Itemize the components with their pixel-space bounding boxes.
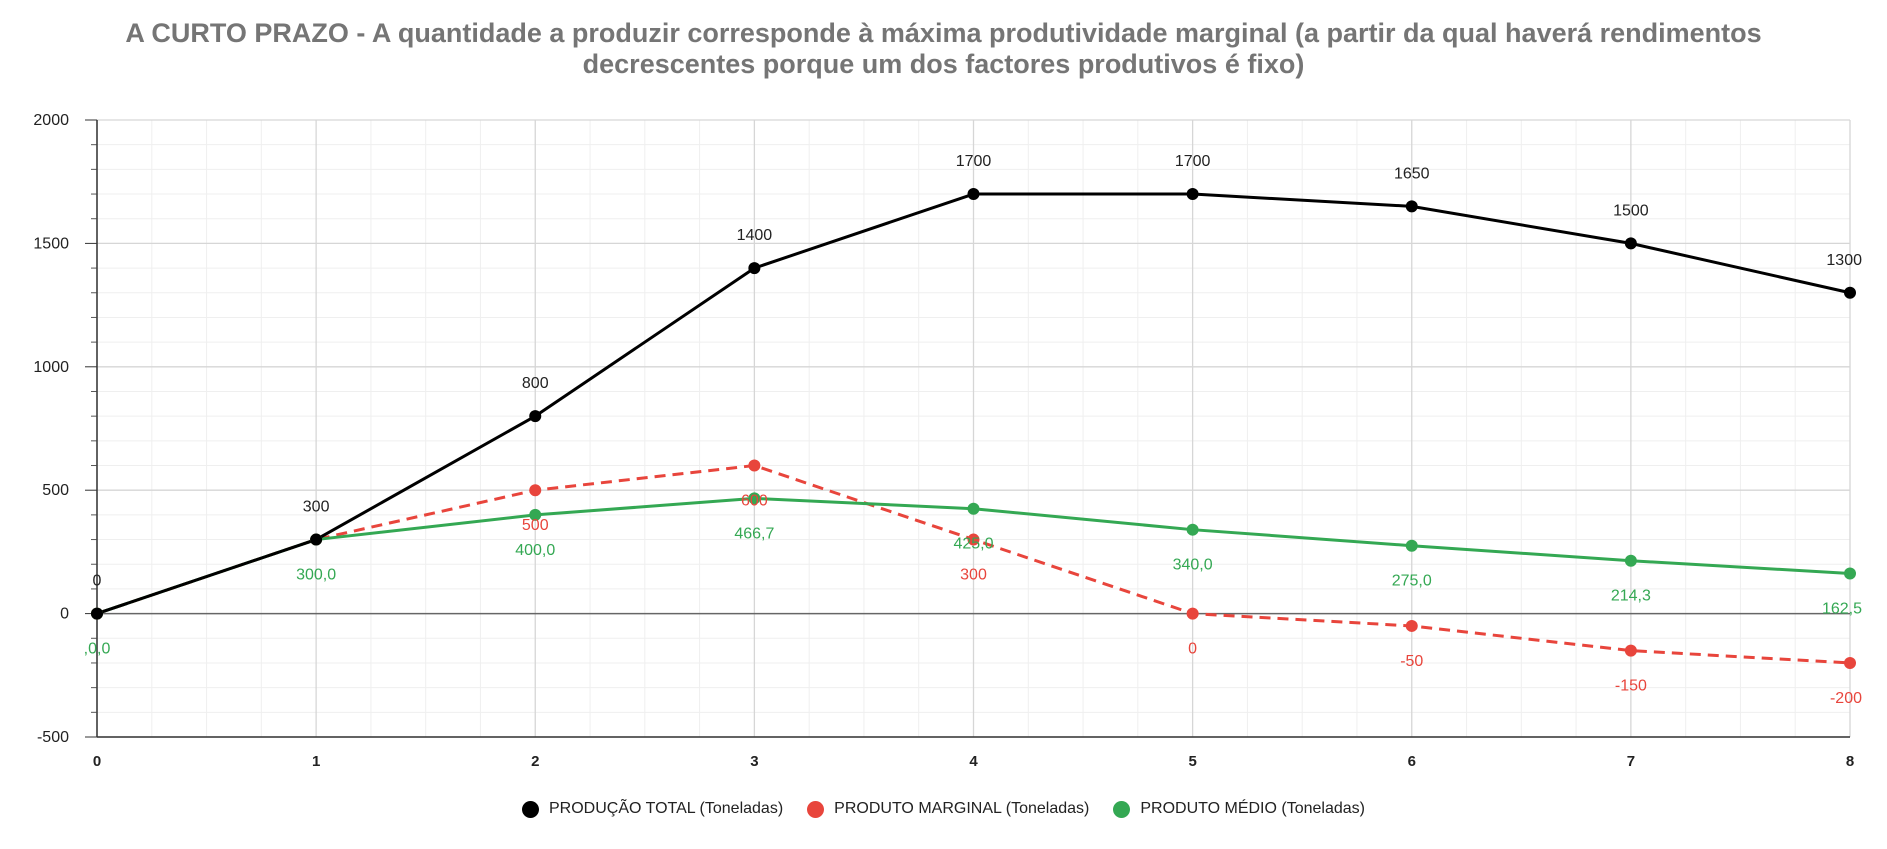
- data-label: 1500: [1613, 202, 1649, 219]
- data-label: 800: [522, 375, 549, 392]
- data-label: 500: [522, 517, 549, 534]
- legend-item-producao-total[interactable]: PRODUÇÃO TOTAL (Toneladas): [522, 800, 783, 818]
- data-label: 400,0: [515, 542, 555, 559]
- data-label: 275,0: [1392, 573, 1432, 590]
- data-label: 1700: [956, 153, 992, 170]
- x-tick-label: 3: [750, 753, 758, 770]
- y-tick-label: 1000: [33, 359, 69, 376]
- data-point: [310, 533, 323, 546]
- data-point: [748, 459, 761, 472]
- x-tick-label: 2: [531, 753, 539, 770]
- data-label: -150: [1615, 678, 1647, 695]
- data-point: [1624, 644, 1637, 657]
- data-point: [967, 533, 980, 546]
- y-tick-label: 1500: [33, 235, 69, 252]
- x-tick-label: 5: [1188, 753, 1196, 770]
- data-label: 425,0: [953, 536, 993, 553]
- data-point: [748, 262, 761, 275]
- chart-title-line-2: decrescentes porque um dos factores prod…: [582, 49, 1305, 79]
- data-point: [1624, 554, 1637, 567]
- data-point: [967, 188, 980, 201]
- data-label: 1300: [1826, 252, 1862, 269]
- x-tick-label: 8: [1846, 753, 1854, 770]
- legend-label: PRODUTO MÉDIO (Toneladas): [1140, 800, 1365, 817]
- y-tick-label: 500: [42, 482, 69, 499]
- data-point: [1624, 237, 1637, 250]
- x-tick-label: 7: [1627, 753, 1635, 770]
- y-tick-label: -500: [37, 729, 69, 746]
- data-label: 1650: [1394, 165, 1430, 182]
- data-label: ,0,0: [84, 641, 111, 658]
- data-point: [748, 492, 761, 505]
- x-tick-label: 6: [1408, 753, 1416, 770]
- legend-marker-red-icon: [807, 800, 825, 818]
- data-label: 300: [303, 499, 330, 516]
- data-label: -200: [1830, 690, 1862, 707]
- chart-title-line-1: A CURTO PRAZO - A quantidade a produzir …: [125, 18, 1762, 48]
- x-tick-label: 4: [969, 753, 978, 770]
- legend-marker-black-icon: [522, 800, 539, 818]
- data-label: 0: [93, 573, 102, 590]
- data-point: [1844, 286, 1856, 299]
- data-point: [1405, 200, 1418, 213]
- x-tick-label: 0: [93, 753, 101, 770]
- data-label: -50: [1400, 653, 1423, 670]
- data-label: 300,0: [296, 567, 336, 584]
- data-point: [1186, 523, 1199, 536]
- legend: PRODUÇÃO TOTAL (Toneladas) PRODUTO MARGI…: [0, 800, 1887, 818]
- data-point: [1844, 567, 1856, 580]
- data-label: 340,0: [1173, 557, 1213, 574]
- legend-label: PRODUTO MARGINAL (Toneladas): [834, 800, 1090, 817]
- data-label: 600: [741, 493, 768, 510]
- data-label: 0: [1188, 641, 1197, 658]
- data-point: [529, 508, 542, 521]
- legend-label: PRODUÇÃO TOTAL (Toneladas): [549, 800, 784, 817]
- legend-marker-green-icon: [1113, 800, 1131, 818]
- chart-title: A CURTO PRAZO - A quantidade a produzir …: [0, 18, 1887, 80]
- y-tick-label: 0: [60, 606, 69, 623]
- data-point: [1186, 607, 1199, 620]
- data-point: [529, 484, 542, 497]
- data-label: 1700: [1175, 153, 1211, 170]
- data-point: [91, 607, 103, 620]
- data-label: 466,7: [734, 525, 774, 542]
- data-label: 162,5: [1822, 600, 1862, 617]
- data-point: [1405, 619, 1418, 632]
- data-label: 300: [960, 567, 987, 584]
- data-point: [1405, 539, 1418, 552]
- data-point: [529, 410, 542, 423]
- data-point: [1844, 656, 1856, 669]
- legend-item-produto-medio[interactable]: PRODUTO MÉDIO (Toneladas): [1113, 800, 1365, 818]
- y-tick-label: 2000: [33, 112, 69, 129]
- data-point: [967, 502, 980, 515]
- data-label: 1400: [737, 227, 773, 244]
- legend-item-produto-marginal[interactable]: PRODUTO MARGINAL (Toneladas): [807, 800, 1089, 818]
- data-point: [1186, 188, 1199, 201]
- data-label: 214,3: [1611, 588, 1651, 605]
- x-tick-label: 1: [312, 753, 320, 770]
